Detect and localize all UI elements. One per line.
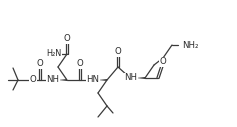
Text: O: O xyxy=(77,60,83,68)
Polygon shape xyxy=(136,77,145,79)
Text: NH₂: NH₂ xyxy=(182,41,199,50)
Text: NH: NH xyxy=(124,74,137,83)
Text: HN: HN xyxy=(87,75,100,84)
Text: O: O xyxy=(64,34,70,43)
Text: O: O xyxy=(115,47,121,57)
Text: H₂N: H₂N xyxy=(46,50,62,59)
Polygon shape xyxy=(58,79,67,81)
Polygon shape xyxy=(98,79,107,81)
Text: O: O xyxy=(160,58,166,67)
Text: O: O xyxy=(37,60,43,68)
Text: O: O xyxy=(30,75,36,84)
Text: NH: NH xyxy=(46,75,59,84)
